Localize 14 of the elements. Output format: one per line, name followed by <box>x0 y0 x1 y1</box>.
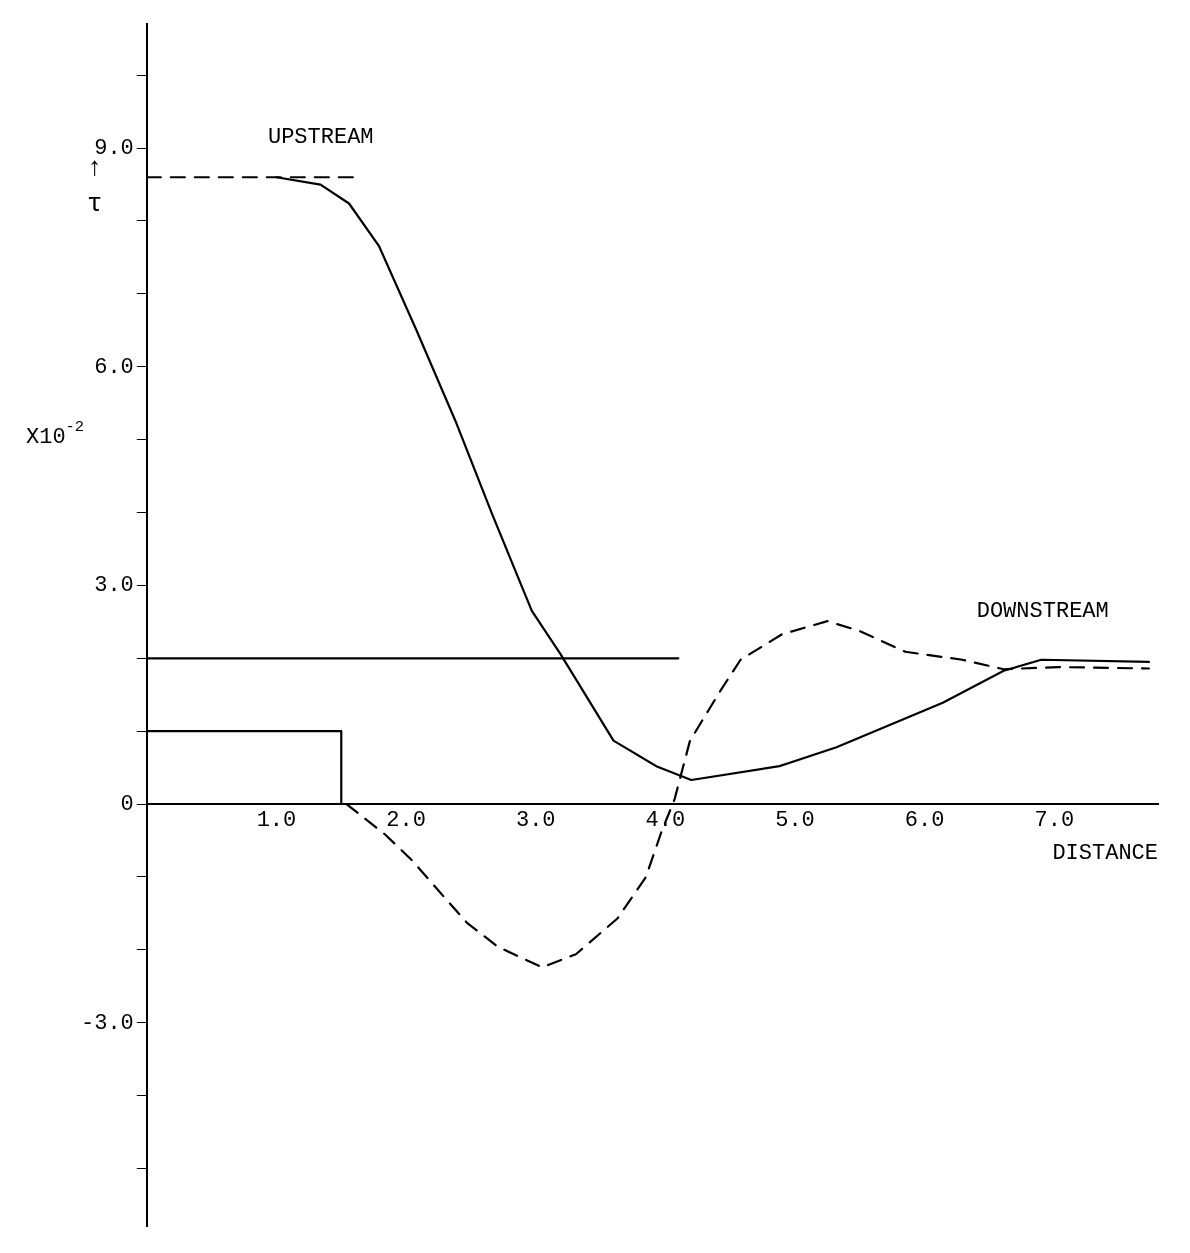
x-tick-label: 1.0 <box>256 808 297 834</box>
y-tick-label: -3.0 <box>81 1010 134 1036</box>
x-tick-label: 5.0 <box>775 808 815 834</box>
y-tick-label: 0 <box>120 791 134 817</box>
annotation: DOWNSTREAM <box>976 598 1109 624</box>
y-tick-label: 6.0 <box>94 354 134 380</box>
x-tick-label: 2.0 <box>386 808 426 834</box>
x-axis-title: DISTANCE <box>1052 841 1158 867</box>
x-tick-label: 6.0 <box>904 808 945 834</box>
x-tick-label: 4.0 <box>645 808 686 834</box>
y-tick-label: 3.0 <box>94 573 134 599</box>
annotation: UPSTREAM <box>267 125 374 151</box>
x-tick-label: 3.0 <box>515 808 556 834</box>
x-tick-label: 7.0 <box>1034 808 1075 834</box>
